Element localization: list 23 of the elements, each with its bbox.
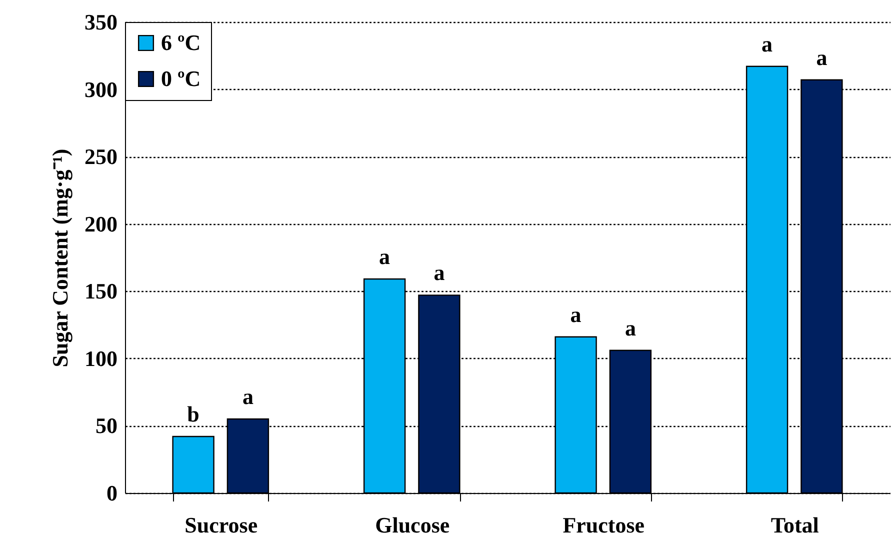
legend-label: 0 ºC (161, 66, 201, 91)
y-tick-label: 250 (84, 144, 118, 170)
data-label: a (762, 31, 773, 56)
y-tick-label: 50 (96, 413, 118, 438)
y-axis-title: Sugar Content (mg·g⁻¹) (48, 148, 72, 368)
y-tick-label: 300 (84, 76, 118, 102)
legend-label: 6 ºC (161, 30, 201, 55)
data-label: a (379, 244, 390, 270)
data-label: a (570, 302, 582, 327)
y-tick-label: 350 (84, 10, 118, 34)
data-label: a (624, 315, 636, 340)
data-label: a (816, 44, 828, 70)
y-tick-label: 200 (84, 211, 118, 236)
data-label: a (242, 384, 254, 409)
x-tick-label: Glucose (375, 512, 450, 538)
y-tick-label: 0 (106, 480, 118, 506)
y-tick-label: 100 (84, 346, 118, 371)
y-tick-label: 150 (84, 278, 118, 304)
x-tick-label: Sucrose (184, 512, 258, 538)
x-tick-label: Fructose (562, 512, 645, 538)
data-label: b (187, 401, 200, 426)
data-label: a (434, 260, 445, 286)
x-tick-label: Total (770, 512, 819, 538)
